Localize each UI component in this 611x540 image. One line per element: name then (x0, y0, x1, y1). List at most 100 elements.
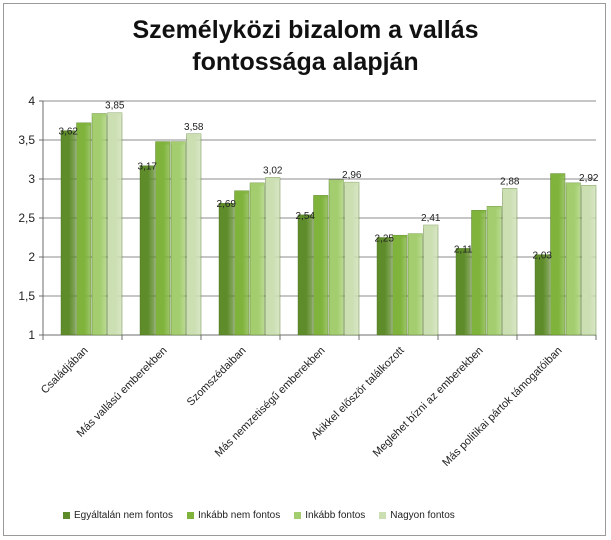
data-label: 2,41 (421, 213, 441, 224)
bar (76, 122, 92, 336)
bar (186, 133, 202, 336)
bar (60, 130, 76, 336)
bar-top (107, 112, 122, 116)
bar (234, 190, 250, 336)
data-label: 3,17 (138, 162, 158, 173)
data-labels: 3,62 3,85 3,17 3,58 2,69 3,02 2,54 2,96 2,25 2,41… (59, 101, 599, 262)
bar (471, 209, 487, 336)
legend-label: Nagyon fontos (390, 510, 455, 521)
bar-top (566, 182, 581, 186)
bar (534, 254, 550, 336)
y-tick-label: 2 (28, 250, 35, 264)
data-label: 2,25 (375, 234, 395, 245)
data-label: 2,92 (579, 173, 599, 184)
data-label: 2,69 (217, 199, 237, 210)
bar-top (61, 130, 76, 134)
bar-top (186, 133, 201, 137)
bar (107, 112, 123, 336)
y-tick-label: 1,5 (18, 289, 35, 303)
bar-top (250, 182, 265, 186)
bar-top (377, 237, 392, 241)
bar-top (550, 173, 565, 177)
legend-label: Inkább nem fontos (197, 510, 281, 521)
bar-top (344, 182, 359, 186)
bar (392, 234, 408, 336)
bar (155, 141, 171, 336)
bar (297, 214, 313, 336)
bar (265, 177, 281, 336)
bar (376, 237, 392, 336)
y-tick-label: 2,5 (18, 211, 35, 225)
category-label: Akikkel először találkozott (309, 345, 407, 443)
bar-top (423, 225, 438, 229)
bar (91, 113, 107, 336)
y-tick-label: 1 (28, 328, 35, 342)
legend: Egyáltalán nem fontos Inkább nem fontos In… (63, 510, 455, 521)
bar-top (487, 206, 502, 210)
y-tick-label: 3,5 (18, 133, 35, 147)
bar (455, 248, 471, 336)
data-label: 3,62 (59, 127, 79, 138)
legend-item: Egyáltalán nem fontos (63, 510, 173, 521)
bar (313, 195, 329, 336)
chart-title-line-1: Személyközi bizalom a vallás (132, 16, 479, 44)
legend-swatch (186, 512, 194, 519)
bar (581, 185, 597, 336)
bar-top (329, 179, 344, 183)
data-label: 2,11 (454, 244, 473, 255)
bar-top (265, 177, 280, 181)
bar-top (456, 248, 471, 252)
bar-top (471, 210, 486, 214)
bar (565, 182, 581, 336)
data-label: 2,88 (500, 176, 520, 187)
bar (328, 179, 344, 336)
data-label: 2,03 (533, 251, 553, 262)
bar (344, 181, 360, 336)
bar-top (581, 185, 596, 189)
data-label: 3,02 (263, 165, 283, 176)
legend-swatch (379, 512, 387, 519)
y-tick-label: 3 (28, 172, 35, 186)
data-label: 3,85 (105, 101, 125, 112)
legend-item: Inkább fontos (294, 510, 365, 521)
category-label: Szomszédaiban (185, 345, 249, 409)
bar (218, 202, 234, 336)
chart-title: Személyközi bizalom a vallás fontossága … (0, 14, 611, 78)
bar (502, 188, 518, 336)
bar-top (535, 254, 550, 258)
bar-top (298, 214, 313, 218)
data-label: 2,96 (342, 170, 362, 181)
data-label: 2,54 (296, 211, 316, 222)
bar-top (408, 233, 423, 237)
bar-top (313, 195, 328, 199)
legend-item: Nagyon fontos (379, 510, 455, 521)
bar-top (155, 141, 170, 145)
bars (60, 112, 597, 336)
bar-top (392, 235, 407, 239)
legend-label: Egyáltalán nem fontos (74, 510, 173, 521)
bar (139, 165, 155, 336)
legend-swatch (294, 512, 302, 519)
bar-top (76, 122, 91, 126)
bar (407, 233, 423, 336)
bar-top (234, 190, 249, 194)
bar (170, 141, 186, 336)
bar (423, 224, 439, 336)
chart-title-line-2: fontossága alapján (192, 48, 419, 76)
bar-top (140, 165, 155, 169)
category-label: Más vallású emberekben (75, 345, 170, 440)
legend-label: Inkább fontos (305, 510, 366, 521)
bar-top (92, 113, 107, 117)
bar (249, 182, 265, 336)
legend-item: Inkább nem fontos (186, 510, 281, 521)
bar (550, 173, 566, 336)
bar-top (502, 188, 517, 192)
bar (486, 206, 502, 336)
category-label: Családjában (39, 345, 91, 397)
data-label: 3,58 (184, 122, 204, 133)
bar-top (219, 203, 234, 207)
legend-swatch (63, 512, 70, 519)
bar-top (171, 141, 186, 145)
